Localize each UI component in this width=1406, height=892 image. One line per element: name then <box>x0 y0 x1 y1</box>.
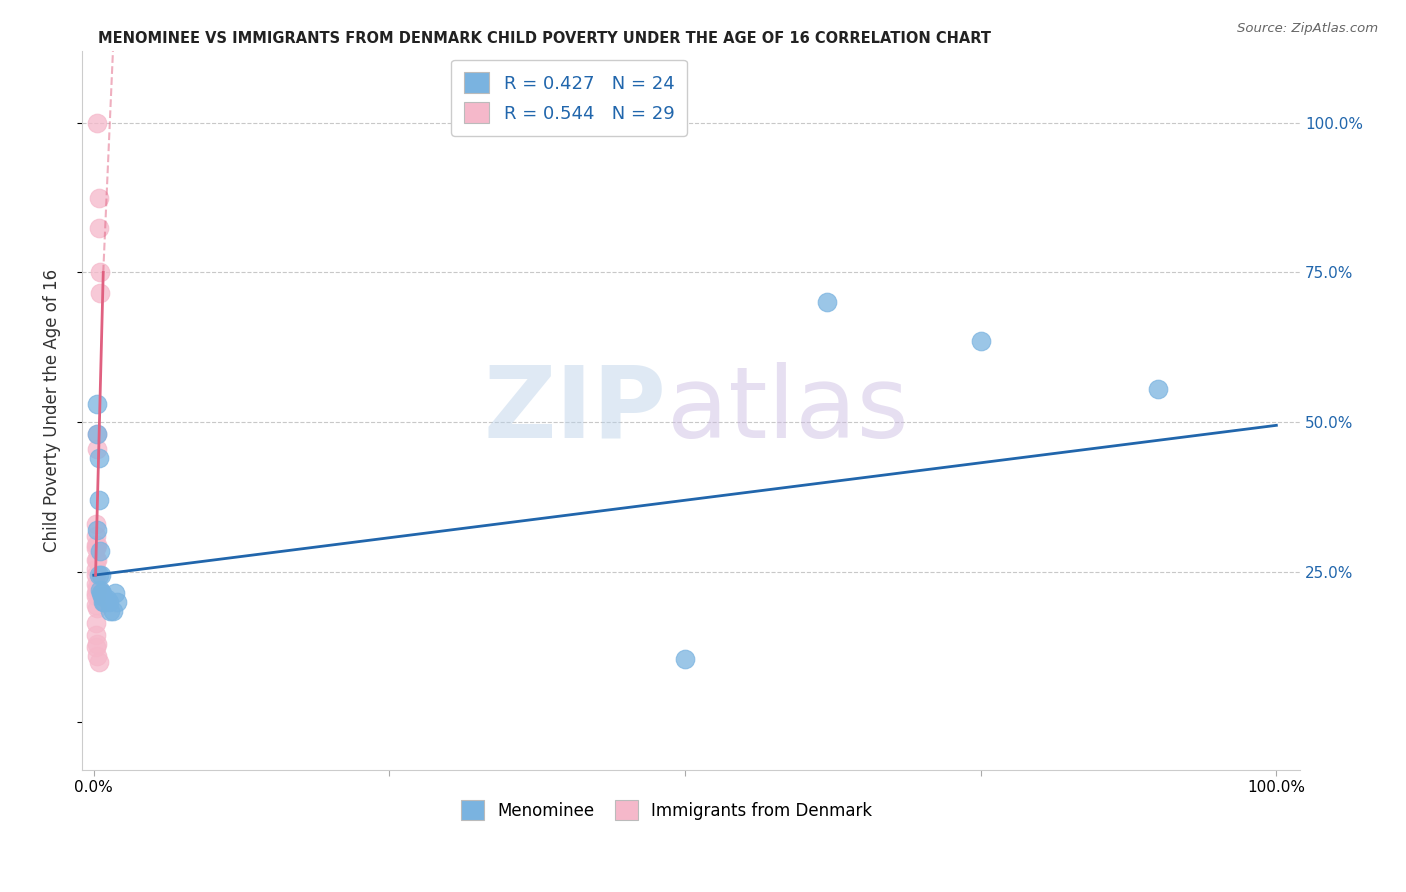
Point <box>86 580 108 594</box>
Point <box>91 595 114 609</box>
Text: atlas: atlas <box>666 362 908 458</box>
Point <box>89 286 111 301</box>
Point <box>84 586 107 600</box>
Point <box>90 586 112 600</box>
Point <box>84 628 107 642</box>
Point <box>86 427 108 442</box>
Point <box>84 541 107 556</box>
Text: ZIP: ZIP <box>484 362 666 458</box>
Point <box>86 553 108 567</box>
Point <box>86 115 108 129</box>
Point <box>86 583 108 598</box>
Point <box>87 190 110 204</box>
Point <box>89 544 111 558</box>
Point <box>89 265 111 279</box>
Text: Source: ZipAtlas.com: Source: ZipAtlas.com <box>1237 22 1378 36</box>
Point <box>86 538 108 552</box>
Point <box>104 586 127 600</box>
Point <box>970 334 993 349</box>
Point <box>86 397 108 411</box>
Point <box>673 652 696 666</box>
Y-axis label: Child Poverty Under the Age of 16: Child Poverty Under the Age of 16 <box>44 268 60 552</box>
Legend: Menominee, Immigrants from Denmark: Menominee, Immigrants from Denmark <box>454 794 879 826</box>
Point <box>84 640 107 654</box>
Point <box>86 442 108 457</box>
Point <box>86 649 108 664</box>
Point <box>98 604 121 618</box>
Point <box>87 493 110 508</box>
Point <box>84 553 107 567</box>
Point <box>89 583 111 598</box>
Point <box>87 451 110 466</box>
Point <box>84 598 107 612</box>
Point <box>84 577 107 591</box>
Point <box>84 568 107 582</box>
Point <box>98 595 121 609</box>
Text: MENOMINEE VS IMMIGRANTS FROM DENMARK CHILD POVERTY UNDER THE AGE OF 16 CORRELATI: MENOMINEE VS IMMIGRANTS FROM DENMARK CHI… <box>98 31 991 46</box>
Point <box>84 517 107 532</box>
Point <box>84 589 107 603</box>
Point <box>86 637 108 651</box>
Point <box>107 595 129 609</box>
Point <box>86 523 108 537</box>
Point <box>101 604 124 618</box>
Point <box>87 568 110 582</box>
Point <box>86 427 108 442</box>
Point <box>96 592 118 607</box>
Point <box>91 589 114 603</box>
Point <box>815 295 838 310</box>
Point <box>84 538 107 552</box>
Point <box>84 529 107 543</box>
Point <box>91 586 114 600</box>
Point <box>93 595 115 609</box>
Point <box>84 562 107 576</box>
Point <box>90 568 112 582</box>
Point <box>87 220 110 235</box>
Point <box>87 655 110 669</box>
Point <box>86 601 108 615</box>
Point <box>1147 383 1170 397</box>
Point <box>84 616 107 631</box>
